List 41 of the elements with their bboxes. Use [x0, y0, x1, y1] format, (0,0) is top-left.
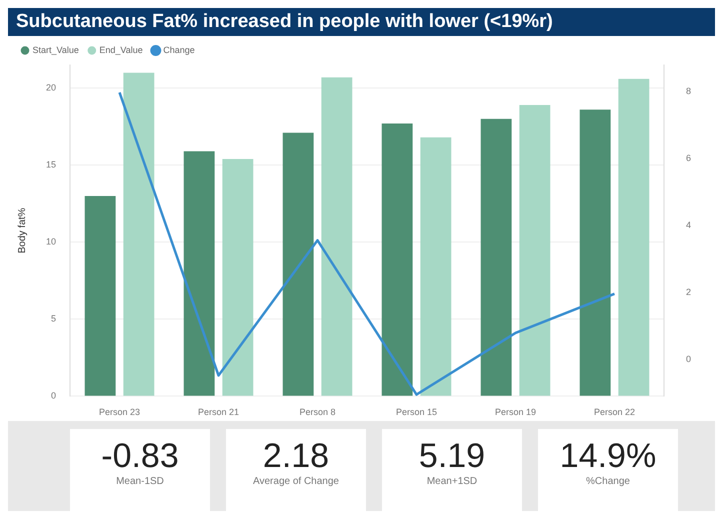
text: -0.83: [100, 437, 180, 476]
y-tick-label: 10: [46, 236, 56, 247]
bar: [84, 196, 116, 396]
y2-tick-label: 0: [686, 354, 692, 364]
text: %Change: [585, 476, 631, 487]
text: 2.18: [262, 437, 330, 476]
legend-label: Change: [163, 44, 195, 55]
text: Mean+1SD: [426, 476, 478, 487]
x-tick-label: Person 8: [299, 407, 336, 418]
bar: [382, 124, 413, 396]
legend-label: End_Value: [99, 44, 143, 55]
bar: [618, 78, 650, 396]
legend-label: Start_Value: [32, 44, 79, 55]
y2-tick-label: 8: [686, 86, 692, 96]
text: Average of Change: [252, 476, 340, 487]
y-tick-label: 5: [50, 314, 56, 324]
x-tick-label: Person 21: [198, 407, 240, 418]
bar: [480, 118, 512, 396]
y2-tick-label: 4: [686, 220, 692, 230]
text: Mean-1SD: [115, 476, 165, 487]
bar: [420, 137, 452, 396]
y2-tick-label: 2: [686, 286, 692, 297]
y-tick-label: 15: [46, 160, 56, 170]
y-tick-label: 0: [50, 390, 56, 401]
x-tick-label: Person 22: [594, 407, 636, 418]
bar: [282, 132, 314, 396]
text: 14.9%: [558, 437, 658, 476]
bar: [123, 72, 154, 396]
chart-title: Subcutaneous Fat% increased in people with lower (<19%r): [8, 8, 715, 36]
bar: [184, 151, 215, 396]
bar: [321, 77, 352, 396]
text: 5.19: [418, 437, 486, 476]
bar: [580, 110, 611, 396]
bar: [222, 158, 254, 396]
x-tick-label: Person 15: [396, 407, 438, 418]
y-tick-label: 20: [46, 82, 56, 93]
x-tick-label: Person 23: [98, 407, 140, 418]
bar: [519, 105, 550, 396]
y2-tick-label: 6: [686, 153, 692, 164]
y-axis-title: Body fat%: [16, 208, 28, 254]
x-tick-label: Person 19: [494, 407, 536, 418]
